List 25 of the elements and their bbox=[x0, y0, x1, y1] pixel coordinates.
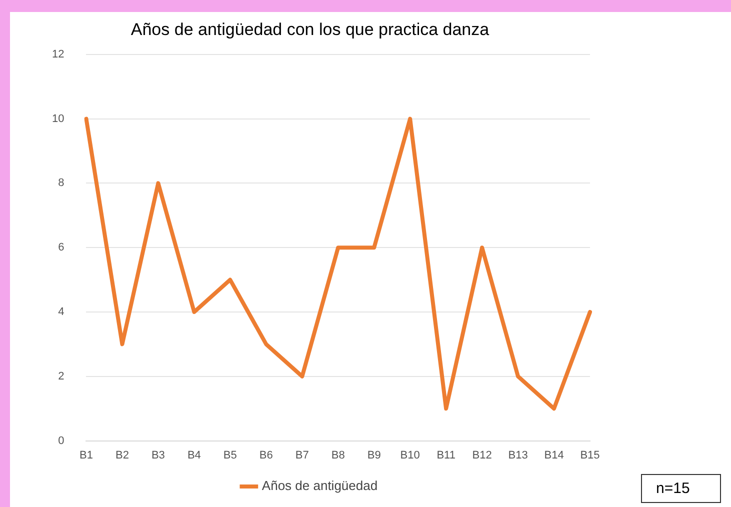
chart-title: Años de antigüedad con los que practica danza bbox=[130, 20, 490, 39]
y-tick-label: 6 bbox=[58, 242, 64, 254]
y-tick-label: 12 bbox=[52, 48, 64, 60]
x-tick-label: B13 bbox=[508, 449, 528, 462]
legend-label: Años de antigüedad bbox=[262, 478, 378, 494]
x-tick-label: B10 bbox=[400, 449, 420, 462]
y-tick-label: 0 bbox=[58, 434, 64, 447]
x-tick-label: B7 bbox=[295, 449, 309, 462]
text: n=15 bbox=[641, 474, 721, 503]
y-tick-label: 8 bbox=[58, 177, 64, 190]
x-tick-label: B5 bbox=[223, 449, 237, 462]
x-tick-label: B3 bbox=[151, 449, 165, 462]
y-tick-label: 10 bbox=[52, 112, 64, 125]
x-tick-label: B9 bbox=[367, 449, 381, 462]
x-tick-label: B8 bbox=[331, 449, 345, 462]
x-tick-label: B1 bbox=[80, 449, 93, 462]
x-tick-label: B14 bbox=[544, 449, 564, 462]
x-tick-label: B15 bbox=[580, 449, 600, 462]
y-tick-label: 2 bbox=[58, 370, 64, 382]
x-tick-label: B12 bbox=[472, 449, 492, 462]
y-tick-label: 4 bbox=[58, 306, 64, 318]
x-tick-label: B6 bbox=[259, 449, 273, 462]
x-tick-label: B2 bbox=[115, 449, 129, 462]
x-tick-label: B11 bbox=[436, 449, 456, 462]
x-tick-label: B4 bbox=[187, 449, 201, 462]
